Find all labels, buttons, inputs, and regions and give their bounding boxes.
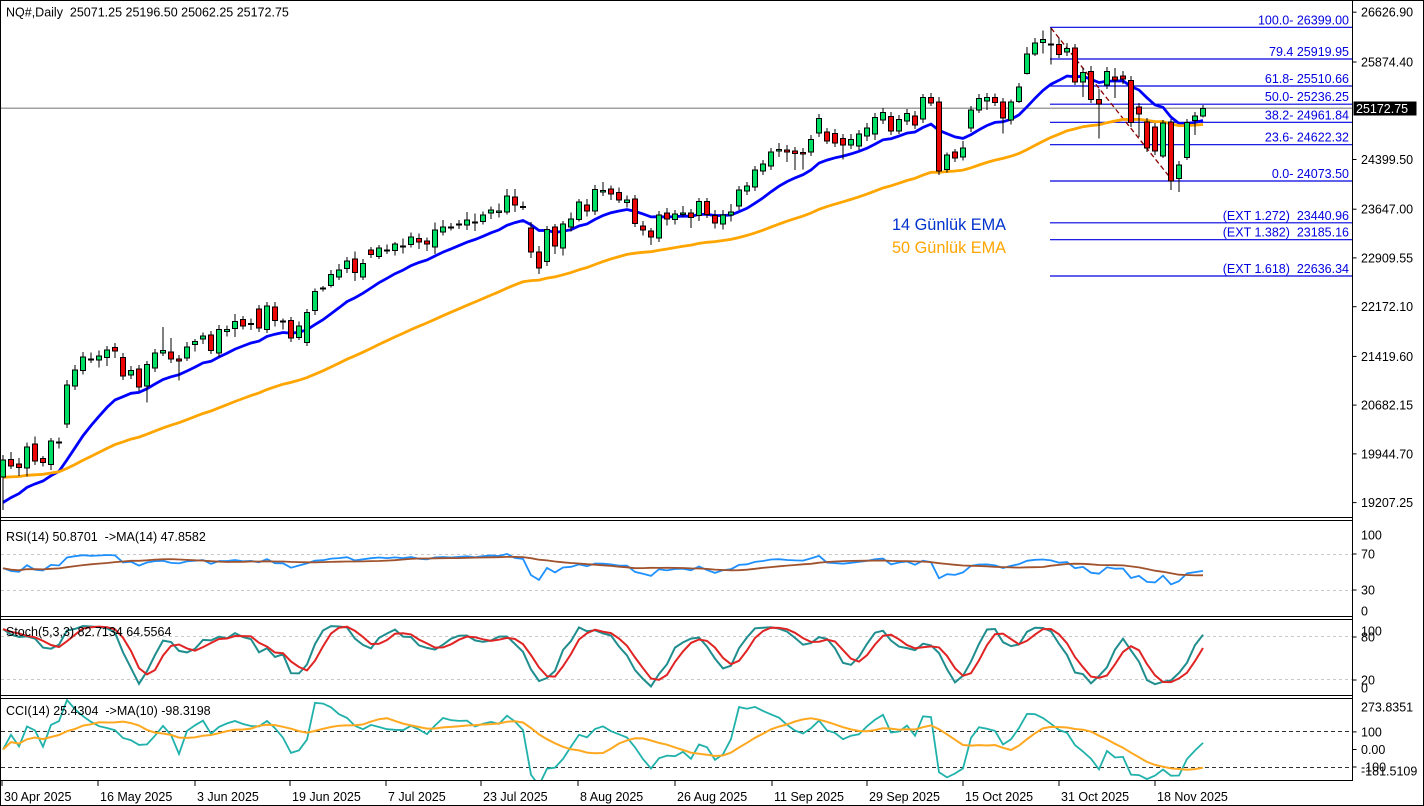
svg-text:19944.70: 19944.70: [1361, 447, 1413, 461]
svg-text:19207.25: 19207.25: [1361, 496, 1413, 510]
svg-text:100: 100: [1361, 725, 1382, 739]
svg-text:22172.10: 22172.10: [1361, 300, 1413, 314]
svg-text:50.0- 25236.25: 50.0- 25236.25: [1265, 90, 1349, 104]
svg-text:23647.00: 23647.00: [1361, 203, 1413, 217]
svg-text:15 Oct 2025: 15 Oct 2025: [965, 790, 1033, 804]
svg-text:-181.5109: -181.5109: [1361, 765, 1417, 779]
svg-text:26 Aug 2025: 26 Aug 2025: [677, 790, 747, 804]
svg-text:20682.15: 20682.15: [1361, 399, 1413, 413]
svg-text:0.00: 0.00: [1361, 743, 1385, 757]
svg-text:0: 0: [1361, 605, 1368, 619]
svg-text:CCI(14) 25.4304 ->MA(10) -98.: CCI(14) 25.4304 ->MA(10) -98.3198: [6, 704, 211, 718]
svg-text:61.8- 25510.66: 61.8- 25510.66: [1265, 72, 1349, 86]
svg-text:0: 0: [1361, 682, 1368, 696]
svg-text:23 Jul 2025: 23 Jul 2025: [483, 790, 548, 804]
svg-text:(EXT 1.618) 22636.34: (EXT 1.618) 22636.34: [1223, 262, 1349, 276]
svg-text:18 Nov 2025: 18 Nov 2025: [1157, 790, 1228, 804]
svg-text:24399.50: 24399.50: [1361, 153, 1413, 167]
svg-text:(EXT 1.272) 23440.96: (EXT 1.272) 23440.96: [1223, 209, 1349, 223]
svg-text:25172.75: 25172.75: [1356, 102, 1408, 116]
svg-text:100: 100: [1361, 625, 1382, 639]
svg-text:26626.90: 26626.90: [1361, 6, 1413, 20]
svg-text:31 Oct 2025: 31 Oct 2025: [1061, 790, 1129, 804]
svg-text:70: 70: [1361, 548, 1375, 562]
svg-text:16 May 2025: 16 May 2025: [100, 790, 172, 804]
svg-text:21419.60: 21419.60: [1361, 350, 1413, 364]
svg-text:23.6- 24622.32: 23.6- 24622.32: [1265, 131, 1349, 145]
svg-text:25874.40: 25874.40: [1361, 56, 1413, 70]
svg-text:38.2- 24961.84: 38.2- 24961.84: [1265, 108, 1349, 122]
svg-text:29 Sep 2025: 29 Sep 2025: [869, 790, 940, 804]
svg-text:Stoch(5,3,3) 82.7134 64.5564: Stoch(5,3,3) 82.7134 64.5564: [6, 625, 171, 639]
svg-text:-100: -100: [1361, 761, 1386, 775]
svg-text:50 Günlük EMA: 50 Günlük EMA: [892, 239, 1006, 257]
svg-text:20: 20: [1361, 674, 1375, 688]
svg-text:0.0- 24073.50: 0.0- 24073.50: [1272, 167, 1349, 181]
svg-text:8 Aug 2025: 8 Aug 2025: [580, 790, 643, 804]
svg-text:11 Sep 2025: 11 Sep 2025: [774, 790, 844, 804]
svg-text:3 Jun 2025: 3 Jun 2025: [197, 790, 259, 804]
svg-text:273.8351: 273.8351: [1361, 701, 1413, 715]
svg-text:RSI(14) 50.8701 ->MA(14) 47.8: RSI(14) 50.8701 ->MA(14) 47.8582: [6, 530, 206, 544]
svg-text:19 Jun 2025: 19 Jun 2025: [292, 790, 361, 804]
svg-text:100: 100: [1361, 529, 1382, 543]
svg-text:14 Günlük EMA: 14 Günlük EMA: [892, 216, 1006, 234]
svg-text:30: 30: [1361, 584, 1375, 598]
svg-text:22909.55: 22909.55: [1361, 251, 1413, 265]
svg-text:(EXT 1.382) 23185.16: (EXT 1.382) 23185.16: [1223, 226, 1349, 240]
svg-text:79.4 25919.95: 79.4 25919.95: [1269, 45, 1349, 59]
svg-text:30 Apr 2025: 30 Apr 2025: [4, 790, 71, 804]
svg-text:80: 80: [1361, 631, 1375, 645]
svg-text:100.0- 26399.00: 100.0- 26399.00: [1258, 13, 1349, 27]
svg-text:7 Jul 2025: 7 Jul 2025: [388, 790, 446, 804]
svg-text:NQ#,Daily 25071.25 25196.50 2: NQ#,Daily 25071.25 25196.50 25062.25 251…: [6, 6, 289, 20]
